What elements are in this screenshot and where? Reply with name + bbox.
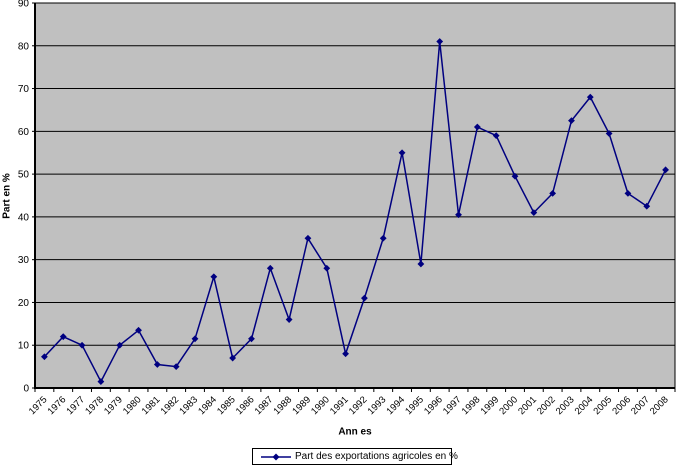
x-tick-label-2002: 2002: [535, 394, 558, 417]
data-point-1998: [473, 123, 481, 131]
data-point-1988: [285, 316, 293, 323]
data-point-1982: [172, 363, 180, 371]
data-point-2001: [530, 209, 538, 217]
x-tick-label-1982: 1982: [159, 394, 182, 417]
data-point-2005: [605, 130, 613, 137]
data-point-1992: [361, 294, 368, 302]
data-point-2003: [568, 117, 575, 125]
x-tick-label-1985: 1985: [215, 394, 238, 417]
data-point-1975: [41, 353, 48, 361]
x-tick-label-2007: 2007: [629, 394, 652, 417]
x-tick-label-1991: 1991: [328, 394, 351, 417]
data-point-1976: [59, 333, 67, 341]
x-tick-label-2006: 2006: [610, 394, 633, 417]
data-point-1994: [398, 149, 406, 157]
data-point-1977: [78, 341, 86, 349]
data-point-1986: [248, 335, 255, 343]
x-tick-label-1986: 1986: [234, 394, 257, 417]
y-tick-label-40: 40: [18, 212, 30, 223]
y-tick-label-90: 90: [18, 0, 30, 10]
data-point-1989: [304, 234, 312, 242]
data-point-2002: [549, 189, 557, 197]
legend-label: Part des exportations agricoles en %: [295, 451, 458, 462]
x-tick-label-1997: 1997: [441, 394, 464, 417]
data-point-1984: [210, 273, 218, 281]
data-point-1987: [266, 264, 274, 272]
data-point-2006: [624, 189, 632, 197]
x-tick-label-2004: 2004: [573, 394, 596, 417]
x-tick-label-1981: 1981: [140, 394, 163, 417]
data-point-1991: [342, 350, 349, 358]
plot-area: [34, 2, 676, 389]
x-tick-label-1984: 1984: [196, 394, 219, 417]
x-tick-label-1977: 1977: [64, 394, 87, 417]
data-point-1999: [492, 132, 500, 140]
y-tick-label-20: 20: [18, 298, 30, 309]
x-tick-label-1983: 1983: [177, 394, 200, 417]
x-tick-label-1992: 1992: [347, 394, 370, 417]
x-tick-label-1993: 1993: [366, 394, 389, 417]
x-tick-label-1994: 1994: [384, 394, 407, 417]
data-point-2008: [662, 166, 669, 174]
x-tick-label-2001: 2001: [516, 394, 539, 417]
x-tick-label-2005: 2005: [592, 394, 615, 417]
data-point-1993: [379, 234, 387, 242]
y-tick-label-50: 50: [18, 170, 30, 181]
x-tick-label-1999: 1999: [479, 394, 502, 417]
x-tick-label-2000: 2000: [497, 394, 520, 417]
y-tick-label-80: 80: [18, 41, 30, 52]
y-tick-label-30: 30: [18, 255, 30, 266]
y-tick-label-0: 0: [23, 384, 29, 395]
data-point-1983: [191, 335, 199, 343]
data-point-2000: [511, 172, 519, 180]
x-tick-label-1978: 1978: [83, 394, 106, 417]
data-point-2007: [643, 202, 651, 210]
data-point-1985: [229, 354, 237, 362]
series-line: [43, 41, 667, 384]
x-tick-label-1976: 1976: [46, 394, 69, 417]
data-point-1979: [116, 341, 124, 349]
data-point-1981: [153, 361, 161, 368]
x-tick-label-1975: 1975: [27, 394, 50, 417]
x-tick-label-1988: 1988: [272, 394, 295, 417]
x-tick-label-1996: 1996: [422, 394, 445, 417]
y-tick-label-70: 70: [18, 84, 30, 95]
x-tick-label-1987: 1987: [253, 394, 276, 417]
x-tick-label-2003: 2003: [554, 394, 577, 417]
data-point-1996: [436, 38, 444, 45]
y-tick-label-10: 10: [18, 341, 30, 352]
x-tick-label-1995: 1995: [403, 394, 426, 417]
legend-line-marker-icon: [261, 453, 291, 460]
x-tick-label-1989: 1989: [290, 394, 313, 417]
data-point-1980: [135, 326, 142, 334]
x-axis-title: Ann es: [338, 426, 372, 438]
data-point-1990: [323, 264, 331, 272]
data-point-1995: [417, 260, 425, 268]
x-tick-label-2008: 2008: [648, 394, 671, 417]
y-tick-label-60: 60: [18, 127, 30, 138]
x-tick-label-1979: 1979: [102, 394, 125, 417]
legend: Part des exportations agricoles en %: [252, 448, 458, 465]
y-axis-title: Part en %: [1, 173, 13, 219]
x-tick-label-1990: 1990: [309, 394, 332, 417]
data-point-1978: [97, 378, 105, 385]
x-tick-label-1998: 1998: [460, 394, 483, 417]
data-point-1997: [455, 211, 462, 219]
data-point-2004: [586, 93, 594, 101]
x-tick-label-1980: 1980: [121, 394, 144, 417]
